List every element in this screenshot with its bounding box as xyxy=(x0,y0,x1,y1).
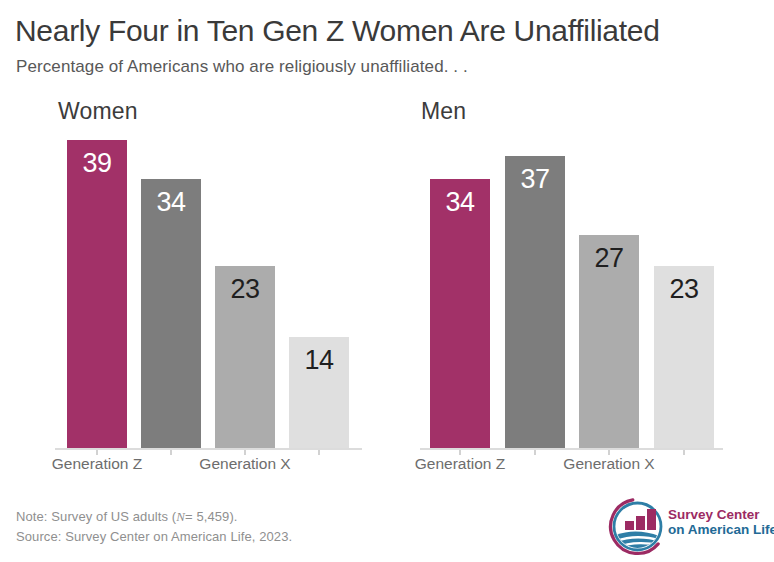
bar-value-label: 14 xyxy=(289,345,349,376)
bar: 23 xyxy=(215,266,275,448)
x-axis-tick xyxy=(534,450,536,455)
chart-panel-women: Women 39 34 23 14 Generation Z Generation X xyxy=(55,95,362,480)
x-axis-tick xyxy=(683,450,685,455)
bar: 34 xyxy=(430,179,490,448)
x-axis-label: Generation X xyxy=(563,455,654,473)
footnote-source: Source: Survey Center on American Life, … xyxy=(16,529,292,544)
bar-value-label: 34 xyxy=(141,187,201,218)
footnote-n-symbol: N xyxy=(176,509,185,524)
bar-value-label: 37 xyxy=(505,164,565,195)
x-axis-line xyxy=(420,448,723,450)
survey-center-logo-icon xyxy=(606,496,669,559)
chart-panel-men: Men 34372723Generation ZGeneration X xyxy=(420,95,723,480)
x-axis-label: Generation X xyxy=(199,455,290,473)
bar-value-label: 27 xyxy=(579,243,639,274)
survey-center-logo-text: Survey Center on American Life xyxy=(668,507,774,537)
bar: 39 xyxy=(67,140,127,448)
footnote-note-prefix: Note: Survey of US adults ( xyxy=(16,509,176,524)
page-title: Nearly Four in Ten Gen Z Women Are Unaff… xyxy=(15,13,760,49)
bar: 27 xyxy=(579,235,639,448)
logo-bar-chart-icon xyxy=(625,509,656,530)
bar: 23 xyxy=(654,266,714,448)
x-axis-label: Generation Z xyxy=(52,455,142,473)
x-axis-tick xyxy=(170,450,172,455)
bar-value-label: 23 xyxy=(654,274,714,305)
x-axis-tick xyxy=(318,450,320,455)
panel-title-men: Men xyxy=(421,98,466,125)
footnote-note-rest: = 5,459). xyxy=(185,509,238,524)
bar: 37 xyxy=(505,156,565,448)
x-axis-label: Generation Z xyxy=(415,455,505,473)
bar-value-label: 34 xyxy=(430,187,490,218)
page-subtitle: Percentage of Americans who are religiou… xyxy=(16,57,616,77)
bar-value-label: 39 xyxy=(67,148,127,179)
bar-value-label: 23 xyxy=(215,274,275,305)
logo-text-line1: Survey Center xyxy=(668,507,774,522)
logo-text-line2: on American Life xyxy=(668,522,774,537)
panel-title-women: Women xyxy=(58,98,138,125)
bar: 34 xyxy=(141,179,201,448)
bar: 14 xyxy=(289,337,349,448)
footnote-note: Note: Survey of US adults (N= 5,459). xyxy=(16,509,238,525)
x-axis-line xyxy=(55,448,362,450)
figure-canvas: Nearly Four in Ten Gen Z Women Are Unaff… xyxy=(0,0,774,562)
